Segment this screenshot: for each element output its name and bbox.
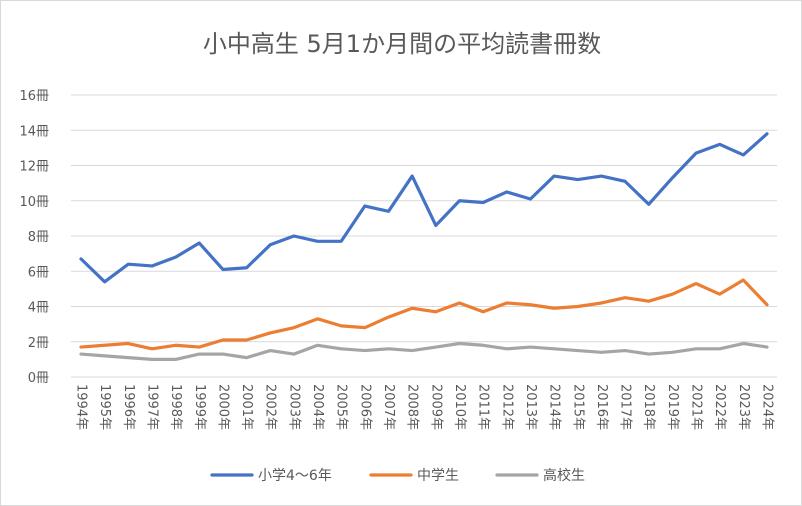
legend-label: 小学4〜6年 — [258, 468, 332, 484]
y-tick-label: 10冊 — [19, 195, 49, 210]
x-tick-label: 2010年 — [452, 384, 467, 430]
x-tick-label: 2006年 — [357, 384, 372, 430]
x-tick-label: 2015年 — [570, 384, 585, 430]
x-tick-label: 1998年 — [168, 384, 183, 430]
x-tick-label: 2005年 — [334, 384, 349, 430]
x-tick-label: 2016年 — [594, 384, 609, 430]
series-line — [79, 341, 769, 361]
x-tick-label: 2023年 — [736, 384, 751, 430]
x-tick-label: 2012年 — [499, 384, 514, 430]
y-tick-label: 0冊 — [28, 371, 49, 386]
x-tick-label: 2017年 — [618, 384, 633, 430]
legend: 小学4〜6年 中学生 高校生 — [210, 467, 585, 484]
x-tick-label: 2024年 — [760, 384, 775, 430]
x-tick-label: 2019年 — [665, 384, 680, 430]
y-axis-ticks: 0冊 2冊 4冊 6冊 8冊 10冊 12冊 14冊 16冊 — [19, 89, 49, 386]
y-tick-label: 8冊 — [28, 230, 49, 245]
x-tick-label: 1999年 — [192, 384, 207, 430]
x-tick-label: 2003年 — [286, 384, 301, 430]
legend-label: 高校生 — [543, 467, 585, 484]
x-tick-label: 1997年 — [144, 384, 159, 430]
x-tick-label: 2001年 — [239, 384, 254, 430]
x-axis-ticks: 1994年 1995年 1996年 1997年 1998年 1999年 2000年 2001年… — [74, 384, 775, 430]
x-tick-label: 2018年 — [641, 384, 656, 430]
gridlines — [71, 94, 777, 378]
x-tick-label: 2000年 — [215, 384, 230, 430]
x-tick-label: 2004年 — [310, 384, 325, 430]
x-tick-label: 1996年 — [121, 384, 136, 430]
x-tick-label: 2022年 — [712, 384, 727, 430]
legend-label: 中学生 — [417, 468, 459, 484]
x-tick-label: 1994年 — [74, 384, 89, 430]
x-tick-label: 1995年 — [97, 384, 112, 430]
x-tick-label: 2014年 — [547, 384, 562, 430]
x-tick-label: 2002年 — [263, 384, 278, 430]
y-tick-label: 2冊 — [28, 336, 49, 351]
y-tick-label: 6冊 — [28, 265, 49, 280]
x-tick-label: 2021年 — [689, 384, 704, 430]
x-tick-label: 2007年 — [381, 384, 396, 430]
x-tick-label: 2009年 — [428, 384, 443, 430]
y-tick-label: 12冊 — [19, 160, 49, 175]
x-tick-label: 2011年 — [476, 384, 491, 430]
x-tick-label: 2013年 — [523, 384, 538, 430]
y-tick-label: 16冊 — [19, 89, 49, 104]
series-line — [79, 278, 769, 351]
x-tick-label: 2008年 — [405, 384, 420, 430]
series-lines — [79, 132, 769, 361]
y-tick-label: 14冊 — [19, 124, 49, 139]
y-tick-label: 4冊 — [28, 301, 49, 316]
series-line — [79, 132, 769, 284]
chart-title: 小中高生 5月1か月間の平均読書冊数 — [203, 30, 601, 58]
